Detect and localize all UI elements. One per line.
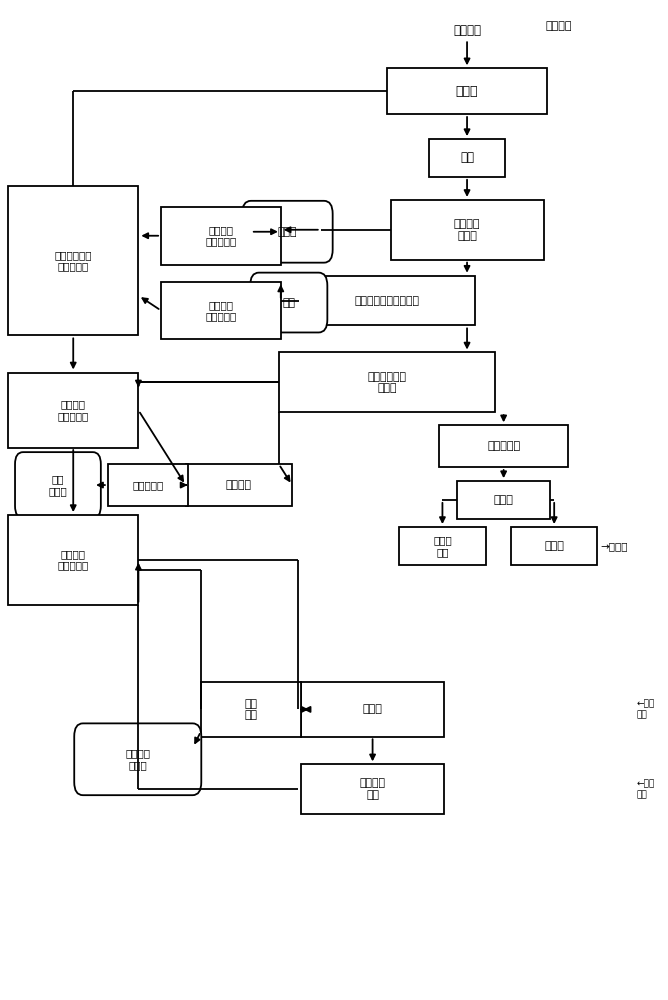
FancyBboxPatch shape [15,452,101,518]
Text: 二级液体
调节控制槽: 二级液体 调节控制槽 [205,300,236,321]
FancyBboxPatch shape [299,276,476,325]
Text: 干燥机: 干燥机 [544,541,564,551]
FancyBboxPatch shape [301,682,444,737]
Text: 七水硫酸
镁产品: 七水硫酸 镁产品 [126,748,150,770]
FancyBboxPatch shape [429,139,505,177]
Text: 多级联合脱硫
废水调节池: 多级联合脱硫 废水调节池 [55,250,92,271]
Text: →硫酸镁: →硫酸镁 [600,541,628,551]
FancyBboxPatch shape [391,200,544,260]
Text: 脱硫塔: 脱硫塔 [456,85,478,98]
Text: ←外部
输入: ←外部 输入 [637,779,655,799]
FancyBboxPatch shape [279,352,495,412]
Text: 过滤: 过滤 [460,151,474,164]
FancyBboxPatch shape [9,186,138,335]
FancyBboxPatch shape [387,68,547,114]
Text: 一级液体
调节控制槽: 一级液体 调节控制槽 [205,225,236,247]
Text: 氧化镁: 氧化镁 [278,227,297,237]
Text: 热交换器: 热交换器 [226,480,252,490]
FancyBboxPatch shape [161,282,281,339]
FancyBboxPatch shape [201,682,301,737]
FancyBboxPatch shape [301,764,444,814]
FancyBboxPatch shape [186,464,292,506]
Text: 二级吸收液饱和调控槽: 二级吸收液饱和调控槽 [355,296,420,306]
Text: 二级脱硫废水
调节槽: 二级脱硫废水 调节槽 [367,372,407,393]
FancyBboxPatch shape [161,207,281,265]
Text: 结晶器: 结晶器 [363,704,383,714]
Text: 目水: 目水 [283,298,295,308]
Text: 含硫废气: 含硫废气 [453,24,481,37]
Text: 一级脱硫
吸收液: 一级脱硫 吸收液 [454,219,480,241]
Text: 综合废水
调节储液槽: 综合废水 调节储液槽 [57,399,89,421]
Text: 蒸发结晶器: 蒸发结晶器 [487,441,520,451]
FancyBboxPatch shape [439,425,568,467]
Text: 蒸发过滤器: 蒸发过滤器 [132,480,164,490]
Text: 离心机: 离心机 [494,495,514,505]
FancyBboxPatch shape [399,527,486,565]
Text: ←外部
输入: ←外部 输入 [637,700,655,719]
FancyBboxPatch shape [250,273,327,332]
FancyBboxPatch shape [511,527,597,565]
FancyBboxPatch shape [108,464,188,506]
FancyBboxPatch shape [74,723,201,795]
Text: 废水处理
回用: 废水处理 回用 [359,778,385,800]
FancyBboxPatch shape [457,481,550,519]
FancyBboxPatch shape [9,373,138,448]
Text: 废液
循环用: 废液 循环用 [49,474,67,496]
Text: 含硫废气: 含硫废气 [546,21,572,31]
Text: 综合废水
处理储液槽: 综合废水 处理储液槽 [57,549,89,571]
Text: 压滤
用水: 压滤 用水 [244,699,257,720]
Text: 冷凝水
回用: 冷凝水 回用 [433,535,452,557]
FancyBboxPatch shape [9,515,138,605]
FancyBboxPatch shape [242,201,333,263]
